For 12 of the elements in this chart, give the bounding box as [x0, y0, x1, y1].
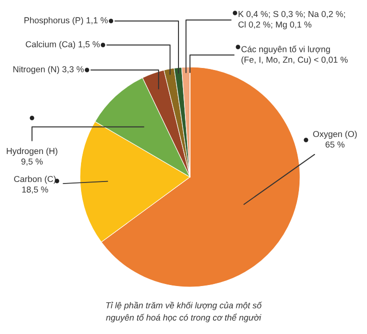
slice-label: K 0,4 %; S 0,3 %; Na 0,2 %; Cl 0,2 %; Mg 0,1 % [238, 10, 345, 30]
data-label: 65 % [326, 141, 345, 148]
slice-label: Carbon (C) [14, 176, 56, 184]
text: Tỉ lệ phần trăm về khối lượng của một số nguyên tố hoá học có trong cơ thể người [106, 302, 262, 322]
data-label: 18,5 % [22, 186, 48, 194]
slice-label: Các nguyên tố vi lượng (Fe, I, Mo, Zn, Cu) < 0,01 % [241, 46, 348, 64]
slice-label: Phosphorus (P) 1,1 % [24, 16, 108, 26]
slice-label: Nitrogen (N) 3,3 % [13, 66, 84, 74]
slice-label: Hydrogen (H) [6, 148, 58, 156]
data-label: 9,5 % [21, 158, 43, 166]
slice-label: Calcium (Ca) 1,5 % [26, 40, 100, 50]
slice-label: Oxygen (O) [313, 130, 357, 139]
